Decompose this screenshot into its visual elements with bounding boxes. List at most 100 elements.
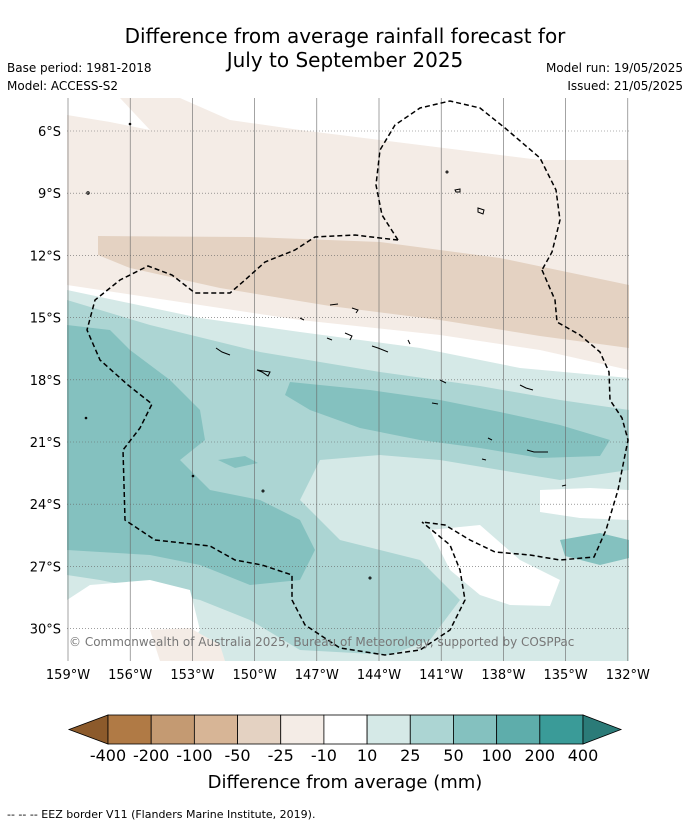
latitude-label: 15°S <box>30 312 61 327</box>
eez-footnote: -- -- -- EEZ border V11 (Flanders Marine… <box>7 808 316 821</box>
meta-left: Base period: 1981-2018 Model: ACCESS-S2 <box>7 59 152 95</box>
island <box>561 484 567 487</box>
latitude-label: 18°S <box>30 374 61 389</box>
island <box>299 317 305 321</box>
longitude-label: 138°W <box>481 668 525 683</box>
island <box>215 347 231 356</box>
eez-border-west <box>86 234 466 656</box>
base-period: Base period: 1981-2018 <box>7 61 152 75</box>
colorbar-segment <box>409 714 454 745</box>
island <box>487 437 493 441</box>
longitude-label: 150°W <box>233 668 277 683</box>
longitude-label: 132°W <box>606 668 650 683</box>
islands <box>84 122 567 580</box>
island <box>326 337 333 341</box>
colorbar-tick-label: 100 <box>481 746 512 765</box>
eez-border-center <box>421 269 629 561</box>
colorbar-arrow-right <box>582 714 623 745</box>
band-white-se <box>430 525 560 606</box>
model-run: Model run: 19/05/2025 <box>545 61 683 75</box>
island <box>454 188 461 193</box>
island <box>526 449 548 453</box>
band-wet-strong-small <box>218 456 258 468</box>
latitude-label: 24°S <box>30 498 61 513</box>
colorbar-tick-label: 25 <box>400 746 420 765</box>
latitude-labels: 6°S 9°S 12°S 15°S 18°S 21°S 24°S 27°S 30°S <box>30 125 61 638</box>
colorbar-tick-label: -200 <box>133 746 169 765</box>
map-title: Difference from average rainfall forecas… <box>0 24 690 72</box>
latitude-label: 30°S <box>30 623 61 638</box>
island <box>368 576 372 580</box>
island <box>439 379 447 384</box>
band-dry-sw <box>150 628 225 661</box>
colorbar-segment <box>193 714 238 745</box>
longitude-label: 135°W <box>544 668 588 683</box>
colorbar-tick-label: 400 <box>568 746 599 765</box>
colorbar-tick-label: 50 <box>443 746 463 765</box>
colorbar <box>67 714 623 745</box>
longitude-label: 153°W <box>170 668 214 683</box>
colorbar-tick-label: 10 <box>357 746 377 765</box>
eez-border-north <box>375 100 561 271</box>
gridlines <box>67 98 629 661</box>
band-dry-light-gap <box>67 98 150 130</box>
latitude-label: 21°S <box>30 436 61 451</box>
colorbar-segment <box>150 714 195 745</box>
colorbar-segment <box>453 714 498 745</box>
colorbar-segment <box>496 714 541 745</box>
model-name: Model: ACCESS-S2 <box>7 79 119 93</box>
longitude-label: 141°W <box>419 668 463 683</box>
band-dry-medium <box>98 236 629 348</box>
island <box>344 332 353 341</box>
island <box>481 458 487 461</box>
colorbar-segment <box>323 714 368 745</box>
forecast-map: © Commonwealth of Australia 2025, Bureau… <box>30 98 650 793</box>
island <box>191 474 195 478</box>
island <box>84 416 88 420</box>
island <box>261 489 265 493</box>
island <box>431 402 439 405</box>
map-area: © Commonwealth of Australia 2025, Bureau… <box>67 98 629 661</box>
colorbar-tick-label: -50 <box>224 746 250 765</box>
latitude-label: 9°S <box>38 187 61 202</box>
colorbar-segment <box>366 714 411 745</box>
island <box>445 170 449 174</box>
colorbar-labels: -400 -200 -100 -50 -25 -10 10 25 50 100 200 400 <box>90 746 598 765</box>
band-wet-strong-se <box>560 533 629 565</box>
island <box>371 345 389 353</box>
island <box>329 303 339 306</box>
latitude-label: 27°S <box>30 560 61 575</box>
title-line-1: Difference from average rainfall forecas… <box>124 24 566 48</box>
colorbar-tick-label: -400 <box>90 746 126 765</box>
title-line-2: July to September 2025 <box>226 48 464 72</box>
colorbar-segment <box>539 714 584 745</box>
band-wet-strong-east <box>285 382 610 458</box>
island <box>519 384 534 391</box>
colorbar-segment <box>280 714 325 745</box>
colorbar-arrow-left <box>67 714 109 745</box>
issued-date: Issued: 21/05/2025 <box>567 79 683 93</box>
copyright-notice: © Commonwealth of Australia 2025, Bureau… <box>69 635 574 649</box>
colorbar-title: Difference from average (mm) <box>208 772 483 793</box>
latitude-label: 6°S <box>38 125 61 140</box>
colorbar-segment <box>237 714 282 745</box>
band-white-east <box>540 488 629 520</box>
longitude-label: 159°W <box>46 668 90 683</box>
colorbar-tick-label: 200 <box>525 746 556 765</box>
colorbar-tick-label: -100 <box>176 746 212 765</box>
longitude-labels: 159°W 156°W 153°W 150°W 147°W 144°W 141°W 138°W… <box>46 668 650 683</box>
longitude-label: 147°W <box>295 668 339 683</box>
colorbar-segment <box>107 714 152 745</box>
island <box>477 207 485 215</box>
longitude-label: 144°W <box>357 668 401 683</box>
island <box>351 307 359 314</box>
band-wet-strong <box>67 325 315 585</box>
colorbar-tick-label: -10 <box>311 746 337 765</box>
latitude-label: 12°S <box>30 249 61 264</box>
meta-right: Model run: 19/05/2025 Issued: 21/05/2025 <box>546 59 683 95</box>
colorbar-tick-label: -25 <box>268 746 294 765</box>
island <box>407 339 411 345</box>
longitude-label: 156°W <box>108 668 152 683</box>
island <box>86 191 90 195</box>
island <box>128 122 132 126</box>
